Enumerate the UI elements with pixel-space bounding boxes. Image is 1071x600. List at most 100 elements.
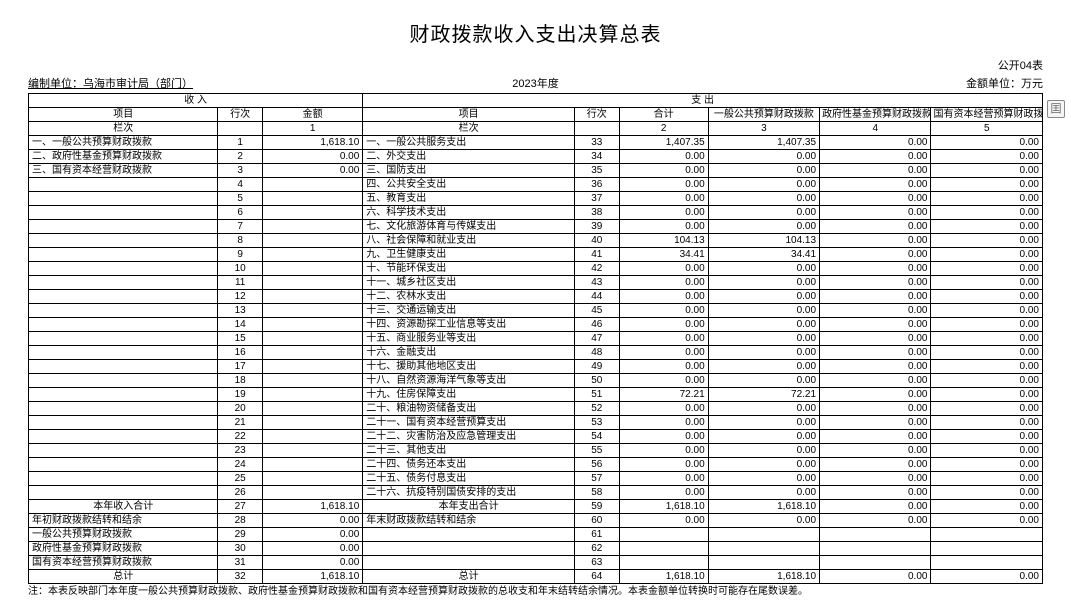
col-c: 0.00 [931, 444, 1043, 458]
total-amount: 0.00 [619, 346, 708, 360]
idx-3: 3 [708, 122, 819, 136]
row-num-r: 57 [574, 472, 619, 486]
header-row-1: 收 入 支 出 [29, 94, 1043, 108]
income-amount [262, 360, 362, 374]
row-num-l: 6 [218, 206, 263, 220]
col-a: 0.00 [708, 318, 819, 332]
row-num-l: 8 [218, 234, 263, 248]
income-item [29, 416, 218, 430]
expense-item: 十、节能环保支出 [363, 262, 575, 276]
income-item [29, 206, 218, 220]
income-amount [262, 416, 362, 430]
total-amount: 0.00 [619, 178, 708, 192]
total-amount: 0.00 [619, 290, 708, 304]
row-num-l: 29 [218, 528, 263, 542]
total-amount: 0.00 [619, 402, 708, 416]
row-num-l: 2 [218, 150, 263, 164]
table-row: 总计321,618.10总计641,618.101,618.100.000.00 [29, 570, 1043, 584]
row-num-r: 37 [574, 192, 619, 206]
income-item [29, 290, 218, 304]
col-b: 0.00 [820, 178, 931, 192]
row-num-r: 38 [574, 206, 619, 220]
expense-item: 七、文化旅游体育与传媒支出 [363, 220, 575, 234]
col-c [931, 542, 1043, 556]
income-item: 二、政府性基金预算财政拨款 [29, 150, 218, 164]
income-item [29, 332, 218, 346]
income-amount [262, 248, 362, 262]
row-num-r: 41 [574, 248, 619, 262]
row-num-r: 54 [574, 430, 619, 444]
income-amount: 1,618.10 [262, 136, 362, 150]
col-b: 0.00 [820, 444, 931, 458]
col-b [820, 528, 931, 542]
income-item: 三、国有资本经营财政拨款 [29, 164, 218, 178]
income-amount [262, 234, 362, 248]
row-num-r: 50 [574, 374, 619, 388]
table-row: 4四、公共安全支出360.000.000.000.00 [29, 178, 1043, 192]
row-num-l: 19 [218, 388, 263, 402]
total-amount: 0.00 [619, 206, 708, 220]
finance-table: 收 入 支 出 项目 行次 金额 项目 行次 合计 一般公共预算财政拨款 政府性… [28, 93, 1043, 584]
row-num-r: 63 [574, 556, 619, 570]
col-a: 0.00 [708, 346, 819, 360]
col-c: 0.00 [931, 262, 1043, 276]
expense-item: 年末财政拨款结转和结余 [363, 514, 575, 528]
row-num-r: 51 [574, 388, 619, 402]
col-a: 0.00 [708, 150, 819, 164]
col-c: 0.00 [931, 360, 1043, 374]
income-item [29, 276, 218, 290]
total-amount: 0.00 [619, 220, 708, 234]
row-num-r: 62 [574, 542, 619, 556]
row-num-r: 43 [574, 276, 619, 290]
row-num-l: 18 [218, 374, 263, 388]
sidebar-toggle-icon[interactable]: 囯 [1047, 100, 1065, 118]
row-num-l: 3 [218, 164, 263, 178]
total-amount: 0.00 [619, 332, 708, 346]
income-item [29, 318, 218, 332]
col-c: 0.00 [931, 486, 1043, 500]
row-num-l: 9 [218, 248, 263, 262]
row-num-l: 31 [218, 556, 263, 570]
col-b: 0.00 [820, 430, 931, 444]
col-a: 1,618.10 [708, 500, 819, 514]
row-num-l: 7 [218, 220, 263, 234]
total-amount: 0.00 [619, 360, 708, 374]
row-num-l: 22 [218, 430, 263, 444]
row-num-r: 48 [574, 346, 619, 360]
total-amount: 0.00 [619, 164, 708, 178]
form-code: 公开04表 [28, 57, 1043, 73]
expense-item: 本年支出合计 [363, 500, 575, 514]
table-row: 一、一般公共预算财政拨款11,618.10一、一般公共服务支出331,407.3… [29, 136, 1043, 150]
total-amount: 104.13 [619, 234, 708, 248]
income-item [29, 388, 218, 402]
total-amount: 0.00 [619, 472, 708, 486]
expense-item: 三、国防支出 [363, 164, 575, 178]
income-item [29, 248, 218, 262]
table-row: 年初财政拨款结转和结余280.00年末财政拨款结转和结余600.000.000.… [29, 514, 1043, 528]
col-b: 0.00 [820, 276, 931, 290]
col-a: 0.00 [708, 262, 819, 276]
expense-header: 支 出 [363, 94, 1043, 108]
col-c: 0.00 [931, 234, 1043, 248]
col-a: 0.00 [708, 472, 819, 486]
table-row: 5五、教育支出370.000.000.000.00 [29, 192, 1043, 206]
total-amount: 0.00 [619, 486, 708, 500]
income-item: 一般公共预算财政拨款 [29, 528, 218, 542]
expense-item: 十四、资源勘探工业信息等支出 [363, 318, 575, 332]
row-num-l: 20 [218, 402, 263, 416]
col-a: 0.00 [708, 178, 819, 192]
col-c: 0.00 [931, 500, 1043, 514]
col-c: 0.00 [931, 374, 1043, 388]
income-item: 年初财政拨款结转和结余 [29, 514, 218, 528]
table-row: 21二十一、国有资本经营预算支出530.000.000.000.00 [29, 416, 1043, 430]
income-item: 一、一般公共预算财政拨款 [29, 136, 218, 150]
income-item [29, 262, 218, 276]
org-label: 编制单位：乌海市审计局（部门） [28, 75, 366, 91]
col-c: 0.00 [931, 332, 1043, 346]
table-row: 9九、卫生健康支出4134.4134.410.000.00 [29, 248, 1043, 262]
col-item-l: 项目 [29, 108, 218, 122]
expense-item: 二十五、债务付息支出 [363, 472, 575, 486]
row-num-l: 25 [218, 472, 263, 486]
col-a: 0.00 [708, 430, 819, 444]
total-amount: 0.00 [619, 262, 708, 276]
